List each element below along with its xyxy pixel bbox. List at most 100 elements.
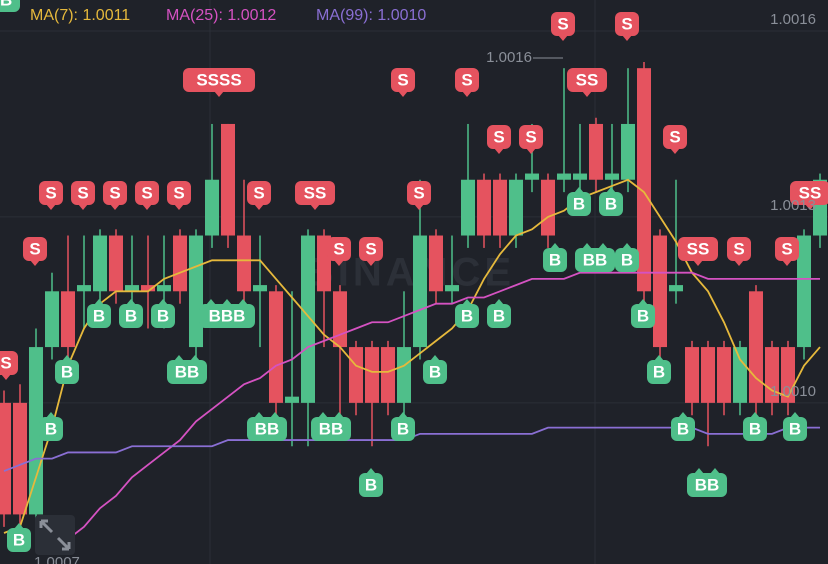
buy-marker: B [615,243,639,272]
marker-bubble [575,248,615,272]
candle-body [589,123,603,180]
buy-marker: BB [247,412,287,441]
marker-pointer [318,412,328,418]
marker-bubble [455,68,479,92]
buy-marker: B [599,187,623,216]
legend-entry: MA(25): 1.0012 [166,7,276,24]
marker-bubble [391,68,415,92]
marker-label: S [525,127,536,146]
sell-marker: SS [295,181,335,210]
marker-label: B [365,475,377,494]
marker-label: B [605,194,617,213]
marker-bubble [407,181,431,205]
sell-marker: S [39,181,63,210]
buy-marker: B [647,355,671,384]
marker-label: S [45,183,56,202]
candle-body [445,285,459,292]
expand-icon[interactable] [35,515,75,555]
marker-label: S [397,70,408,89]
candle-body [77,285,91,292]
marker-bubble [119,304,143,328]
candle-body [637,68,651,292]
candle-body [253,285,267,292]
buy-marker: B [743,412,767,441]
expand-glyph [39,519,71,551]
buy-marker: B [567,187,591,216]
buy-marker: B [631,299,655,328]
marker-bubble [631,304,655,328]
marker-label: S [413,183,424,202]
marker-pointer [678,412,688,418]
buy-marker: B [55,355,79,384]
marker-bubble [295,181,335,205]
sell-marker: S [71,181,95,210]
marker-pointer [550,243,560,249]
candle-body [0,402,11,515]
candle-body [605,173,619,180]
buy-marker: B [7,523,31,552]
sell-marker: S [391,68,415,97]
marker-bubble [167,360,207,384]
marker-pointer [334,260,344,266]
marker-bubble [167,181,191,205]
candle-body [61,291,75,348]
candle-body [157,285,171,292]
marker-pointer [254,204,264,210]
marker-bubble [199,304,255,328]
marker-pointer [222,299,232,305]
sell-marker: S [167,181,191,210]
marker-label: S [365,239,376,258]
marker-pointer [78,204,88,210]
marker-label: SS [304,183,327,202]
marker-bubble [359,237,383,261]
marker-label: BB [695,475,720,494]
candle-body [381,347,395,403]
marker-bubble [543,248,567,272]
marker-label: B [749,419,761,438]
marker-label: B [45,419,57,438]
marker-label: B [461,306,473,325]
marker-bubble [743,417,767,441]
marker-pointer [598,243,608,249]
y-tick-label: 1.0010 [770,383,816,400]
marker-label: S [253,183,264,202]
candle-body [29,347,43,515]
sell-marker: S [103,181,127,210]
marker-bubble [71,181,95,205]
sell-marker: S [247,181,271,210]
sell-marker: S [455,68,479,97]
marker-pointer [238,299,248,305]
sell-marker: S [407,181,431,210]
sell-marker: SS [567,68,607,97]
marker-label: S [781,239,792,258]
marker-label: S [557,14,568,33]
marker-pointer [30,260,40,266]
marker-label: BB [255,419,280,438]
marker-bubble [103,181,127,205]
marker-pointer [638,299,648,305]
sell-marker: S [519,125,543,154]
marker-pointer [622,243,632,249]
high-label: 1.0016 [486,49,532,66]
candle-body [717,347,731,403]
candle-body [685,347,699,403]
marker-label: B [125,306,137,325]
marker-label: B [621,250,633,269]
marker-bubble [7,528,31,552]
marker-pointer [158,299,168,305]
marker-label: B [637,306,649,325]
sell-marker: SS [790,181,828,210]
buy-marker: BBB [199,299,255,328]
buy-marker: B [487,299,511,328]
marker-bubble [615,248,639,272]
marker-label: S [621,14,632,33]
legend: MA(7): 1.0011 MA(25): 1.0012 MA(99): 1.001… [30,7,426,24]
candle-body [45,291,59,348]
marker-bubble [247,181,271,205]
marker-bubble [39,181,63,205]
marker-label: B [549,250,561,269]
marker-pointer [310,204,320,210]
marker-pointer [174,355,184,361]
marker-label: S [77,183,88,202]
